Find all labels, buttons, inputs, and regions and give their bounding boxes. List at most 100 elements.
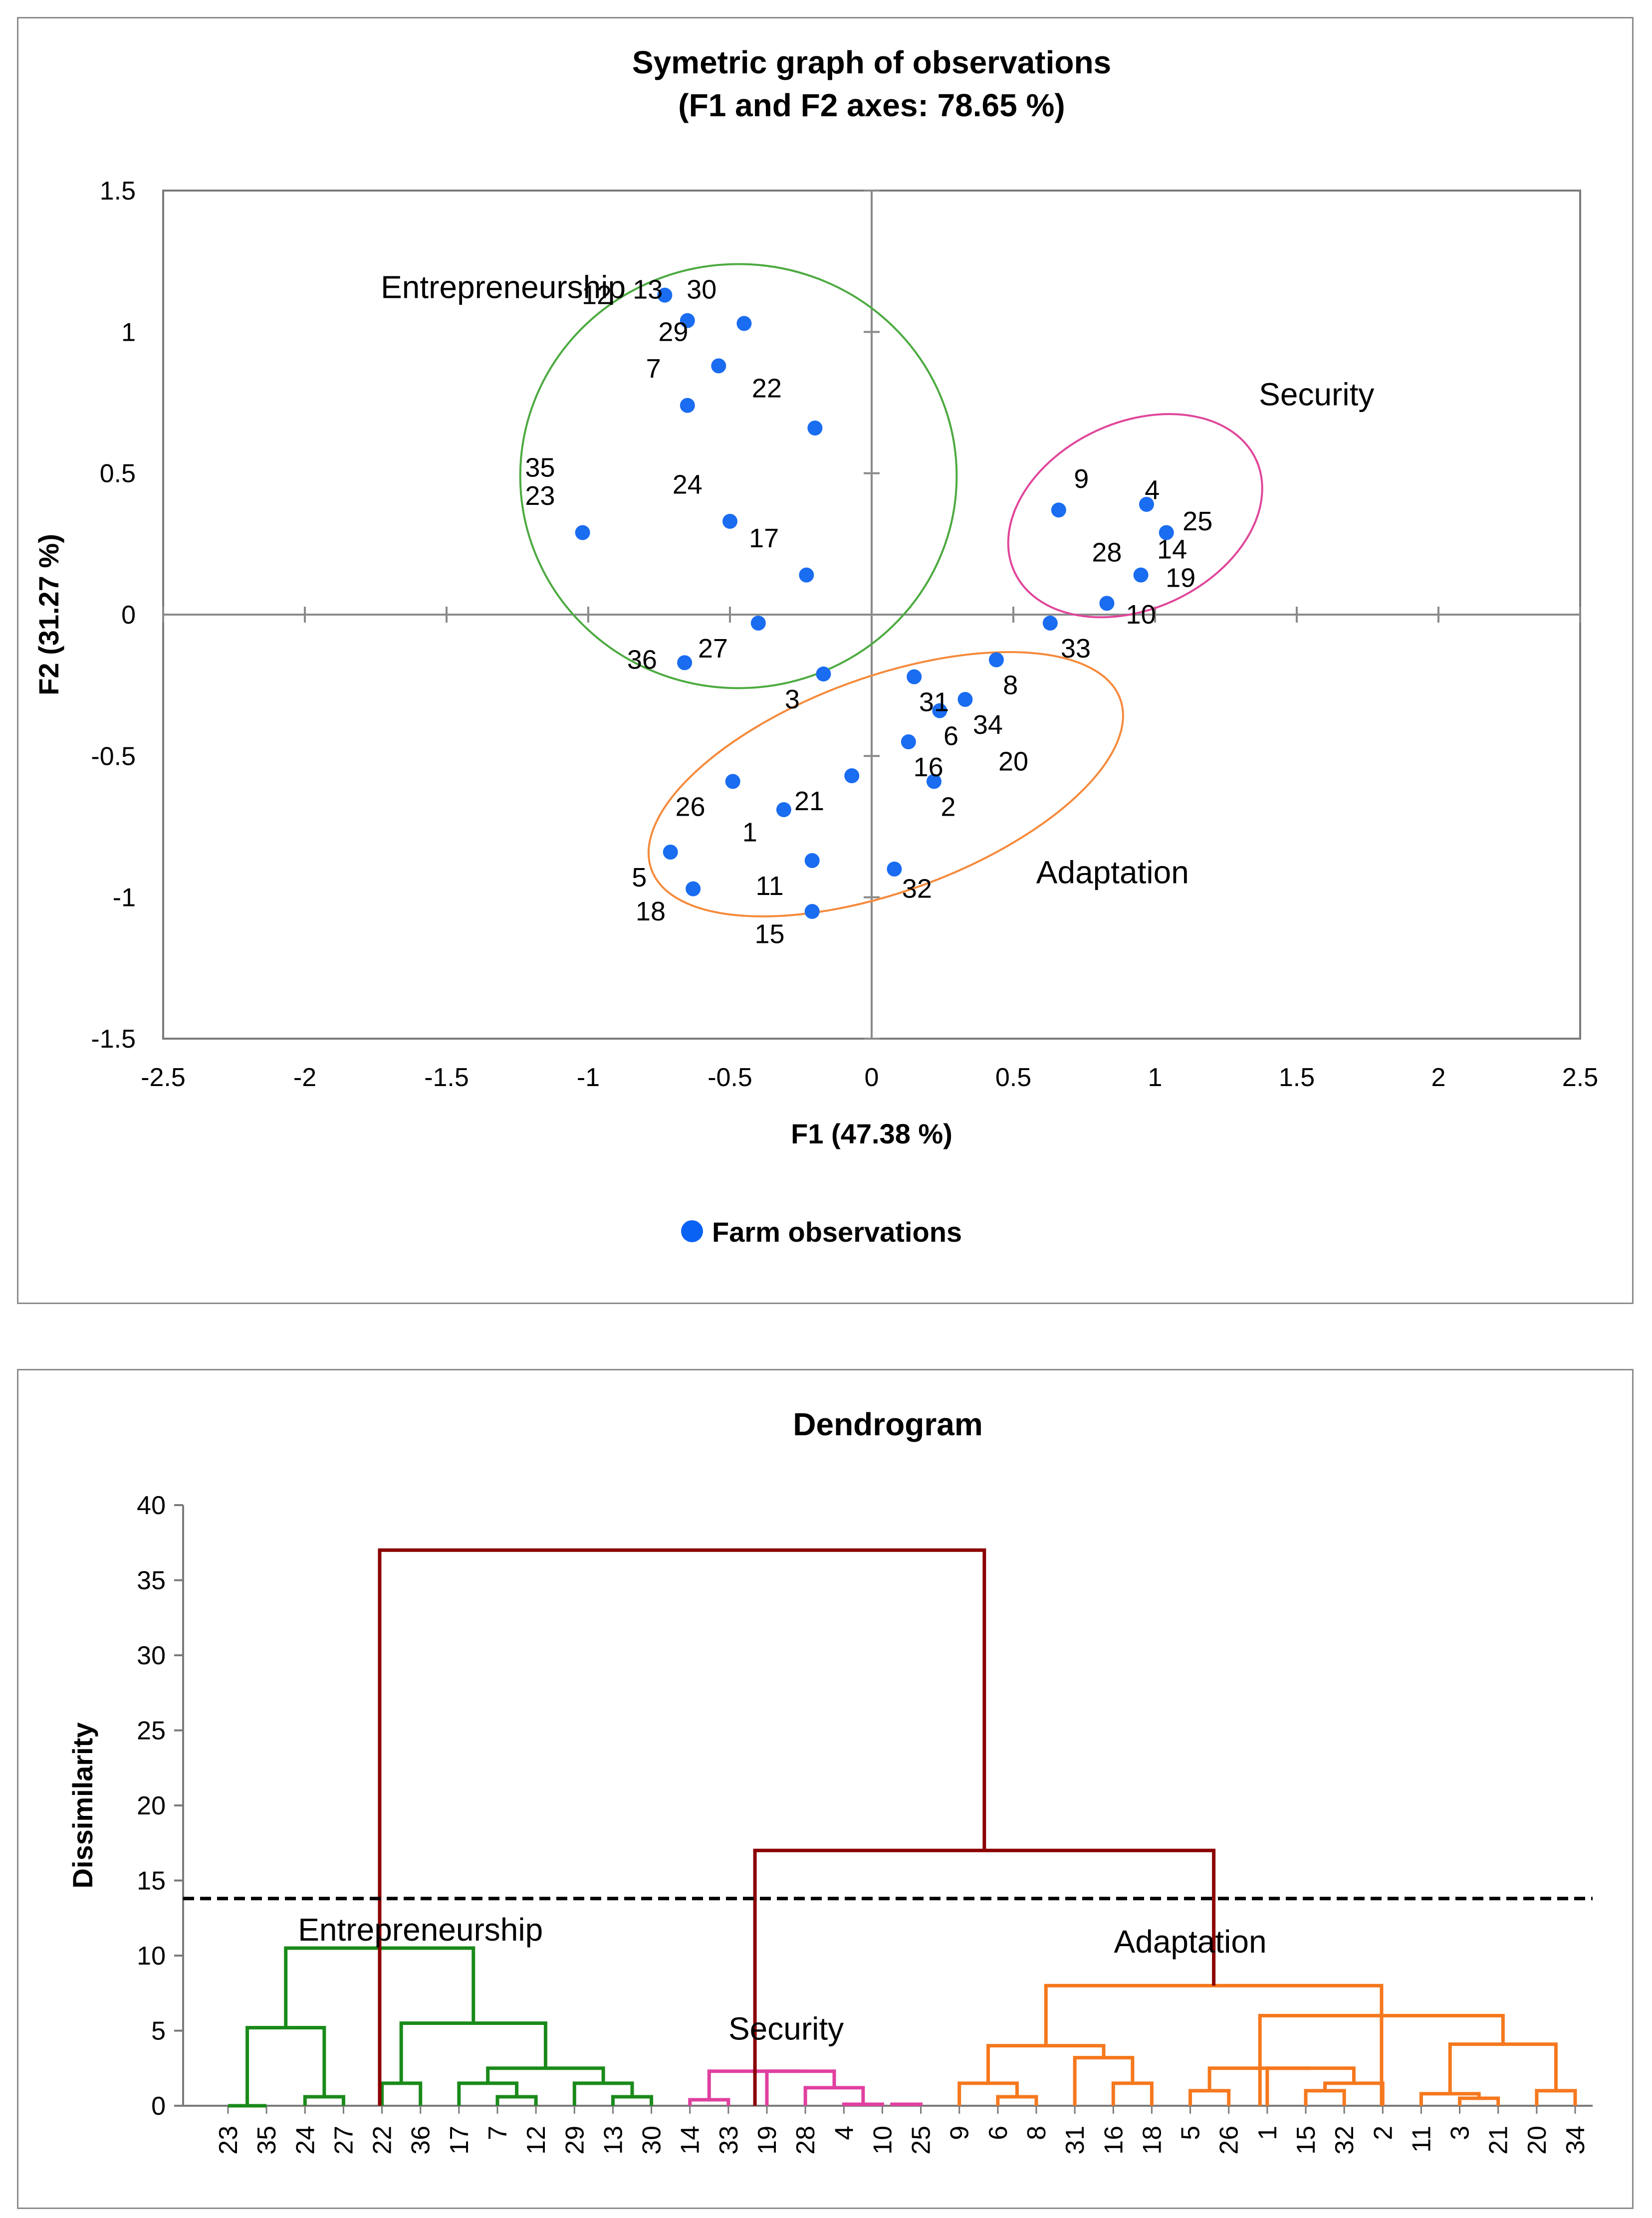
- data-point: [677, 655, 693, 670]
- dendrogram-link: [707, 2069, 801, 2100]
- point-label: 32: [902, 874, 932, 904]
- leaf-label: 27: [329, 2126, 358, 2155]
- y-tick-label: -1.5: [91, 1025, 136, 1054]
- y-tick-label: 30: [137, 1641, 166, 1670]
- leaf-label: 25: [907, 2126, 936, 2155]
- dendrogram-link: [399, 2021, 547, 2083]
- cluster-ellipse-security: [1007, 413, 1263, 619]
- data-point: [1099, 596, 1115, 611]
- scatter-chart: Symetric graph of observations (F1 and F…: [33, 44, 1598, 1248]
- x-tick-label: -0.5: [708, 1063, 752, 1092]
- point-label: 7: [646, 354, 661, 384]
- y-tick-label: 10: [137, 1942, 166, 1971]
- leaf-label: 31: [1061, 2126, 1090, 2155]
- point-label: 21: [794, 786, 824, 816]
- data-point: [657, 287, 673, 303]
- x-axis-title: F1 (47.38 %): [791, 1118, 952, 1149]
- point-label: 35: [525, 452, 555, 482]
- x-tick-label: -1.5: [424, 1063, 469, 1092]
- dissimilarity-axis-title: Dissimilarity: [67, 1722, 98, 1888]
- point-label: 3: [785, 684, 800, 714]
- legend-label: Farm observations: [712, 1216, 962, 1248]
- point-label: 18: [636, 896, 666, 926]
- point-label: 5: [632, 863, 647, 892]
- data-point: [932, 703, 947, 718]
- data-point: [1042, 616, 1058, 631]
- dendrogram-link: [986, 2044, 1106, 2083]
- leaf-label: 18: [1138, 2126, 1167, 2155]
- cluster-label-adaptation: Adaptation: [1036, 854, 1189, 890]
- cluster-label-security: Security: [1259, 377, 1374, 413]
- leaf-label: 8: [1022, 2126, 1051, 2140]
- dendrogram-panel: Dendrogram Dissimilarity 0 5 10 15 20 25 30 35 4…: [17, 1369, 1634, 2209]
- data-point: [663, 845, 678, 860]
- point-label: 13: [633, 274, 663, 304]
- dendrogram-link: [495, 2095, 538, 2106]
- cluster-label-entrepreneurship: Entrepreneurship: [298, 1912, 543, 1948]
- dendrogram-link: [1207, 2066, 1311, 2091]
- leaf-label: 15: [1292, 2126, 1321, 2155]
- point-label: 9: [1074, 464, 1089, 494]
- leaf-label: 20: [1523, 2126, 1552, 2155]
- leaf-label: 33: [714, 2126, 743, 2155]
- leaf-label: 30: [638, 2126, 667, 2155]
- point-label: 17: [749, 523, 779, 553]
- leaf-label: 24: [291, 2126, 320, 2155]
- leaf-label: 32: [1330, 2126, 1359, 2155]
- data-point: [722, 514, 737, 529]
- data-point: [736, 316, 752, 331]
- data-point: [1051, 502, 1066, 518]
- point-label: 36: [627, 645, 657, 675]
- leaf-label: 6: [984, 2126, 1013, 2140]
- point-label: 28: [1092, 537, 1122, 567]
- x-tick-label: 0: [865, 1063, 879, 1092]
- dendrogram-link: [245, 2025, 326, 2106]
- point-label: 26: [675, 792, 705, 822]
- x-tick-label: 1: [1148, 1063, 1163, 1092]
- y-tick-label: 0: [121, 601, 136, 630]
- data-point: [711, 358, 726, 374]
- point-label: 4: [1145, 475, 1160, 505]
- point-label: 29: [658, 317, 688, 347]
- data-point: [799, 567, 814, 583]
- leaf-label: 34: [1561, 2126, 1590, 2155]
- x-tick-label: 2.5: [1562, 1063, 1598, 1092]
- data-point: [807, 421, 823, 436]
- dendrogram-link: [1304, 2089, 1346, 2106]
- point-label: 10: [1126, 600, 1156, 630]
- point-label: 2: [941, 792, 955, 822]
- data-point: [725, 774, 740, 789]
- x-tick-label: 1.5: [1279, 1063, 1315, 1092]
- leaf-label: 14: [676, 2126, 705, 2155]
- point-label: 33: [1061, 634, 1091, 664]
- x-tick-label: -1: [577, 1063, 600, 1092]
- y-tick-label: 20: [137, 1791, 166, 1820]
- x-tick-label: 0.5: [995, 1063, 1031, 1092]
- data-point: [804, 904, 820, 919]
- leaf-label: 1: [1253, 2126, 1282, 2140]
- leaf-label: 35: [252, 2126, 281, 2155]
- leaf-label: 5: [1177, 2126, 1205, 2140]
- leaf-label: 10: [868, 2126, 897, 2155]
- leaf-label: 13: [599, 2126, 628, 2155]
- leaf-label: 22: [368, 2126, 397, 2155]
- cluster-label-security: Security: [728, 2011, 844, 2047]
- leaf-label: 11: [1407, 2126, 1436, 2153]
- point-label: 30: [687, 274, 716, 304]
- dendrogram-link: [1535, 2089, 1577, 2106]
- point-label: 11: [755, 871, 783, 901]
- leaf-label: 29: [560, 2126, 589, 2155]
- point-label: 24: [673, 469, 703, 499]
- point-label: 20: [998, 747, 1028, 777]
- y-tick-label: 1: [121, 318, 136, 347]
- point-label: 12: [582, 280, 612, 310]
- data-point: [804, 853, 820, 868]
- data-point: [575, 525, 590, 540]
- point-label: 1: [742, 817, 757, 847]
- leaf-label: 4: [830, 2126, 859, 2140]
- leaf-label: 26: [1215, 2126, 1244, 2155]
- cluster-label-entrepreneurship: Entrepreneurship: [381, 269, 626, 305]
- point-label: 31: [919, 687, 949, 717]
- dendrogram-link: [996, 2095, 1038, 2106]
- data-point: [816, 666, 831, 681]
